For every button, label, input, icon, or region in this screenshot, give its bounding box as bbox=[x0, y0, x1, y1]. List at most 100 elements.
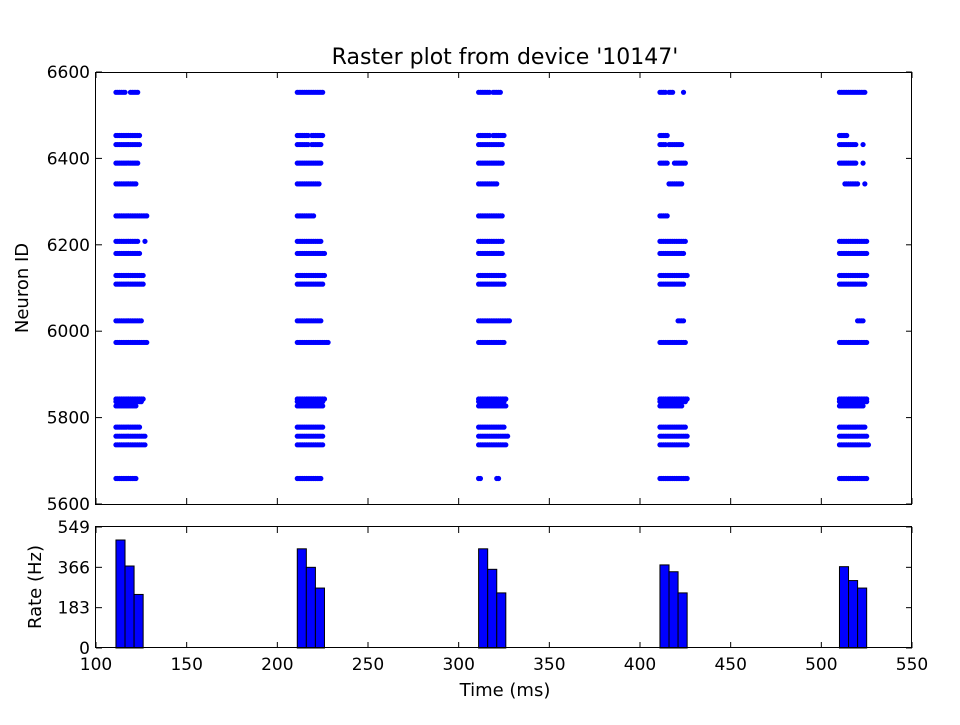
rate-bar bbox=[305, 566, 316, 649]
raster-y-ticks: 5600 5800 6000 6200 6400 6600 bbox=[47, 63, 912, 515]
rate-y-tick-label: 366 bbox=[58, 558, 90, 578]
raster-point bbox=[499, 238, 505, 244]
rate-x-ticks: 100 150 200 250 300 350 400 450 500 550 bbox=[80, 527, 928, 675]
raster-point bbox=[325, 339, 331, 346]
rate-x-tick-label: 100 bbox=[80, 655, 112, 675]
raster-point bbox=[860, 160, 866, 166]
raster-point bbox=[860, 403, 866, 409]
raster-point bbox=[305, 132, 311, 139]
rate-bar bbox=[478, 548, 489, 649]
rate-x-tick-label: 350 bbox=[533, 655, 565, 675]
raster-point bbox=[682, 424, 688, 430]
raster-point bbox=[503, 403, 509, 409]
rate-bar bbox=[668, 571, 679, 649]
raster-point bbox=[680, 318, 687, 324]
rate-bar bbox=[857, 587, 868, 649]
raster-point bbox=[486, 132, 493, 139]
rate-frame bbox=[95, 526, 912, 648]
raster-point bbox=[477, 475, 484, 482]
raster-point bbox=[494, 181, 500, 187]
raster-point bbox=[321, 272, 328, 279]
raster-point bbox=[135, 89, 141, 95]
raster-y-tick-label: 5800 bbox=[47, 409, 90, 429]
raster-y-tick-label: 6000 bbox=[47, 322, 90, 342]
raster-points bbox=[113, 89, 872, 482]
raster-point bbox=[864, 475, 870, 482]
raster-point bbox=[320, 403, 326, 409]
raster-point bbox=[499, 160, 505, 166]
raster-title: Raster plot from device '10147' bbox=[332, 45, 679, 70]
raster-point bbox=[499, 141, 505, 148]
rate-x-tick-label: 450 bbox=[714, 655, 746, 675]
raster-point bbox=[316, 181, 322, 187]
raster-point bbox=[864, 238, 870, 244]
raster-point bbox=[844, 132, 850, 139]
raster-point bbox=[140, 281, 146, 287]
raster-point bbox=[135, 238, 141, 244]
raster-point bbox=[320, 433, 326, 439]
raster-point bbox=[862, 181, 868, 187]
rate-bar bbox=[124, 565, 135, 649]
rate-x-tick-label: 500 bbox=[805, 655, 837, 675]
raster-point bbox=[684, 433, 690, 439]
raster-point bbox=[138, 399, 144, 405]
raster-point bbox=[862, 89, 868, 95]
rate-x-axis-label: Time (ms) bbox=[459, 680, 551, 701]
raster-point bbox=[864, 272, 870, 279]
rate-bar bbox=[496, 592, 507, 649]
rate-x-tick-label: 250 bbox=[352, 655, 384, 675]
raster-point bbox=[503, 442, 509, 448]
raster-point bbox=[853, 141, 859, 148]
rate-x-tick-label: 550 bbox=[896, 655, 928, 675]
raster-point bbox=[865, 442, 872, 448]
raster-point bbox=[860, 318, 866, 324]
raster-point bbox=[684, 442, 690, 448]
raster-point bbox=[318, 475, 324, 482]
raster-point bbox=[682, 238, 688, 244]
rate-x-tick-label: 150 bbox=[170, 655, 202, 675]
raster-point bbox=[140, 272, 146, 279]
raster-point bbox=[318, 238, 324, 244]
raster-point bbox=[320, 424, 326, 430]
raster-point bbox=[311, 213, 317, 219]
rate-bar bbox=[314, 587, 325, 649]
raster-point bbox=[855, 181, 861, 187]
raster-point bbox=[680, 281, 687, 287]
raster-point bbox=[501, 424, 507, 430]
raster-y-axis-label: Neuron ID bbox=[12, 243, 33, 333]
raster-point bbox=[318, 141, 324, 148]
rate-bar bbox=[677, 592, 688, 649]
raster-y-tick-label: 5600 bbox=[47, 495, 90, 515]
rate-y-tick-label: 183 bbox=[58, 599, 90, 619]
raster-point bbox=[864, 250, 870, 257]
raster-point bbox=[679, 141, 685, 148]
raster-point bbox=[864, 399, 870, 405]
raster-point bbox=[680, 89, 687, 95]
raster-point bbox=[501, 339, 507, 346]
raster-point bbox=[664, 213, 670, 219]
rate-y-tick-label: 0 bbox=[79, 639, 90, 659]
raster-point bbox=[144, 213, 150, 219]
raster-point bbox=[682, 399, 688, 405]
rate-bars bbox=[115, 539, 868, 649]
rate-y-tick-label: 549 bbox=[58, 518, 90, 538]
raster-point bbox=[320, 399, 326, 405]
raster-point bbox=[501, 272, 507, 279]
raster-point bbox=[862, 424, 868, 430]
raster-point bbox=[142, 238, 148, 244]
raster-point bbox=[864, 433, 870, 439]
raster-point bbox=[497, 89, 503, 95]
raster-y-tick-label: 6600 bbox=[47, 63, 90, 83]
raster-point bbox=[318, 160, 324, 166]
raster-point bbox=[664, 132, 670, 139]
raster-point bbox=[320, 442, 326, 448]
raster-point bbox=[142, 433, 148, 439]
raster-point bbox=[133, 475, 139, 482]
raster-point bbox=[864, 339, 870, 346]
raster-point bbox=[305, 141, 311, 148]
raster-y-tick-label: 6200 bbox=[47, 236, 90, 256]
raster-y-tick-label: 6400 bbox=[47, 149, 90, 169]
raster-point bbox=[320, 281, 326, 287]
raster-point bbox=[136, 132, 143, 139]
